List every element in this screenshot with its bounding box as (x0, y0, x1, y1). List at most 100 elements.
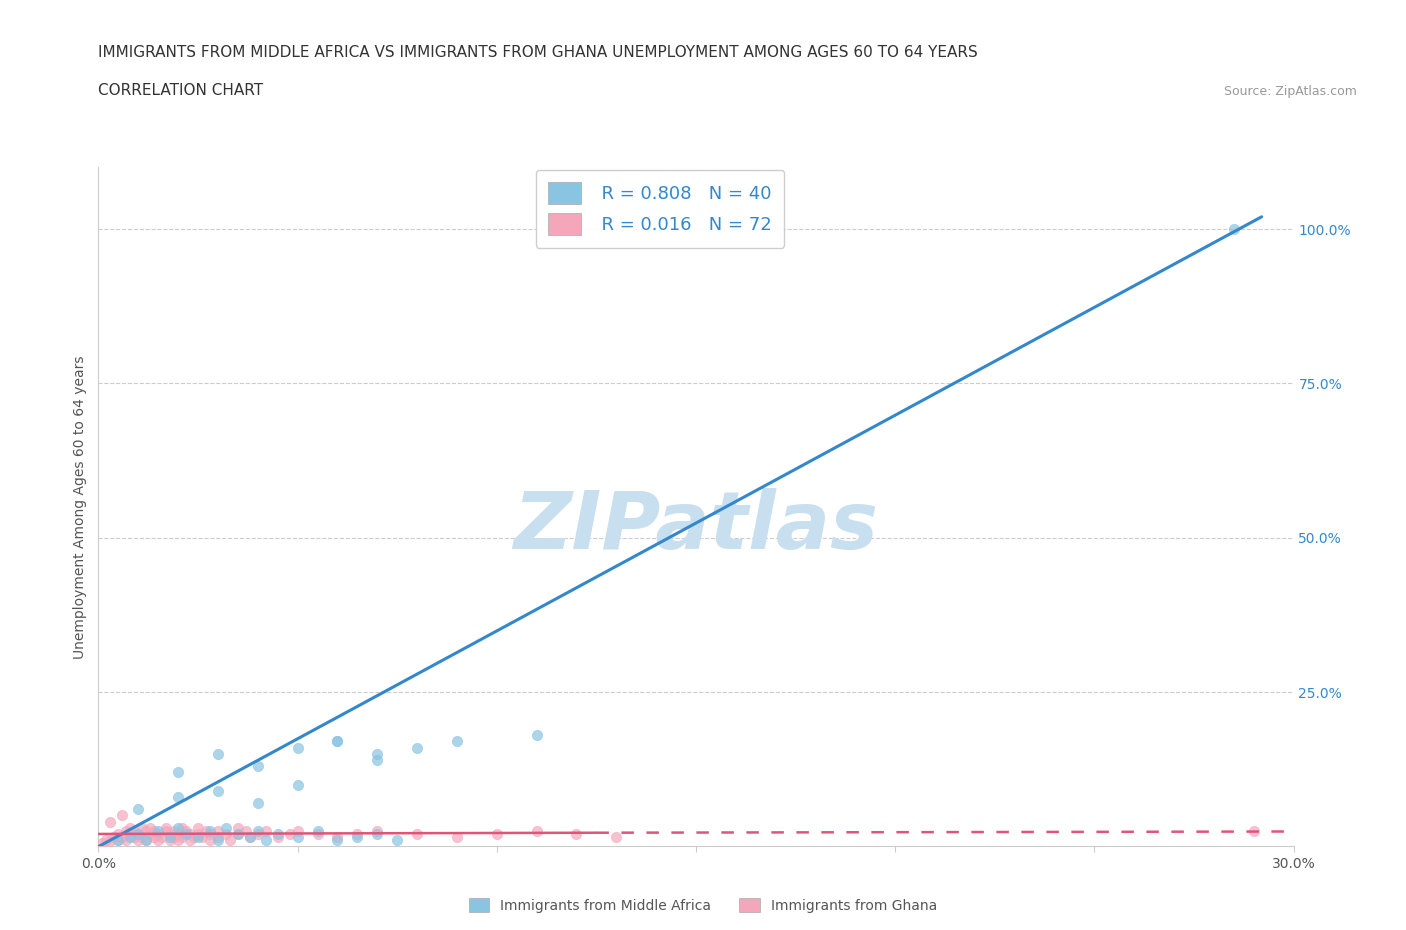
Point (287, 830, 309, 844)
Point (226, 820, 249, 835)
Point (246, 827, 269, 842)
Point (120, 830, 142, 844)
Point (239, 830, 262, 844)
Point (385, 832, 409, 847)
Point (167, 820, 190, 835)
Point (187, 820, 209, 835)
Point (326, 830, 349, 844)
Point (346, 830, 368, 844)
Point (135, 832, 157, 847)
Point (191, 830, 214, 844)
Point (143, 823, 166, 838)
Y-axis label: Unemployment Among Ages 60 to 64 years: Unemployment Among Ages 60 to 64 years (73, 355, 87, 658)
Point (139, 820, 162, 835)
Point (174, 827, 197, 842)
Point (120, 827, 142, 842)
Point (103, 830, 125, 844)
Point (111, 830, 134, 844)
Point (235, 823, 257, 838)
Point (207, 832, 229, 847)
Point (278, 827, 301, 842)
Point (148, 827, 170, 842)
Text: ZIPatlas: ZIPatlas (513, 488, 879, 566)
Point (526, 728, 548, 743)
Point (124, 830, 146, 844)
Point (131, 830, 153, 844)
Point (366, 752, 388, 767)
Point (167, 832, 190, 847)
Point (163, 830, 186, 844)
Point (131, 820, 153, 835)
Point (485, 827, 508, 842)
Point (246, 823, 269, 838)
Legend:   R = 0.808   N = 40,   R = 0.016   N = 72: R = 0.808 N = 40, R = 0.016 N = 72 (536, 169, 785, 248)
Text: IMMIGRANTS FROM MIDDLE AFRICA VS IMMIGRANTS FROM GHANA UNEMPLOYMENT AMONG AGES 6: IMMIGRANTS FROM MIDDLE AFRICA VS IMMIGRA… (98, 46, 979, 60)
Point (183, 830, 205, 844)
Point (163, 823, 186, 838)
Point (115, 823, 138, 838)
Point (446, 830, 468, 844)
Point (120, 820, 142, 835)
Point (167, 790, 190, 804)
Point (150, 830, 173, 844)
Point (107, 832, 129, 847)
Point (198, 827, 221, 842)
Point (207, 830, 229, 844)
Point (287, 740, 309, 755)
Point (148, 823, 170, 838)
Point (226, 827, 249, 842)
Point (135, 823, 157, 838)
Point (135, 832, 157, 847)
Point (96, 832, 118, 847)
Point (159, 832, 181, 847)
Point (107, 827, 129, 842)
Point (446, 734, 468, 749)
Point (159, 827, 181, 842)
Point (155, 820, 177, 835)
Point (179, 827, 201, 842)
Point (346, 827, 368, 842)
Point (239, 830, 262, 844)
Point (195, 823, 218, 838)
Point (187, 827, 209, 842)
Point (226, 827, 249, 842)
Text: CORRELATION CHART: CORRELATION CHART (98, 83, 263, 98)
Point (287, 823, 309, 838)
Point (307, 823, 329, 838)
Point (326, 832, 349, 847)
Point (198, 823, 221, 838)
Point (215, 827, 238, 842)
Point (207, 746, 229, 761)
Point (115, 832, 138, 847)
Point (1243, 823, 1265, 838)
Point (127, 827, 149, 842)
Point (287, 777, 309, 792)
Point (254, 823, 277, 838)
Point (605, 830, 627, 844)
Point (172, 830, 194, 844)
Point (254, 832, 277, 847)
Point (172, 820, 194, 835)
Point (111, 808, 134, 823)
Point (179, 832, 201, 847)
Point (366, 823, 388, 838)
Point (326, 734, 349, 749)
Point (246, 796, 269, 811)
Point (159, 830, 181, 844)
Point (406, 827, 429, 842)
Point (124, 823, 146, 838)
Point (307, 827, 329, 842)
Point (100, 814, 122, 829)
Point (100, 834, 122, 849)
Point (267, 827, 290, 842)
Point (139, 827, 162, 842)
Point (143, 830, 166, 844)
Point (198, 832, 221, 847)
Point (107, 832, 129, 847)
Point (207, 783, 229, 798)
Point (565, 827, 588, 842)
Point (167, 764, 190, 779)
Point (91, 836, 114, 851)
Point (127, 802, 149, 817)
Point (187, 830, 209, 844)
